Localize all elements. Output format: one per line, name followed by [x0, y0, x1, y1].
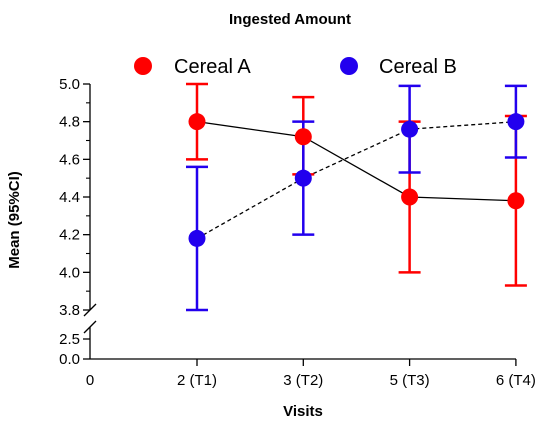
data-point: [507, 113, 525, 131]
legend-marker-cereal-b: [340, 57, 358, 75]
data-point: [188, 229, 206, 247]
y-axis-break-mark-bottom: [83, 320, 97, 334]
y-tick-label: 4.4: [59, 189, 80, 206]
x-origin-label: 0: [86, 372, 94, 389]
x-tick-label: 6 (T4): [496, 372, 536, 389]
y-tick-label: 4.6: [59, 151, 80, 168]
y-axis: [83, 84, 97, 359]
series-layer: [186, 82, 527, 312]
data-point: [188, 113, 206, 131]
x-tick-label: 3 (T2): [283, 372, 323, 389]
x-ticks: 2 (T1) 3 (T2) 5 (T3) 6 (T4): [177, 359, 536, 389]
series-line-1: [196, 121, 516, 239]
y-tick-label: 4.8: [59, 114, 80, 131]
y-tick-label: 2.5: [59, 331, 80, 348]
y-axis-title: Mean (95%CI): [6, 171, 23, 269]
x-tick-label: 2 (T1): [177, 372, 217, 389]
y-tick-label: 4.0: [59, 264, 80, 281]
y-ticks: 3.8 4.0 4.2 4.4 4.6 4.8 5.0 0.0 2.5: [59, 76, 90, 368]
data-point: [507, 192, 525, 210]
legend-label-cereal-b: Cereal B: [379, 56, 457, 78]
x-axis-title: Visits: [283, 403, 323, 420]
series-line-0: [196, 121, 516, 202]
data-point: [401, 120, 419, 138]
legend-label-cereal-a: Cereal A: [174, 56, 251, 78]
y-tick-label: 0.0: [59, 351, 80, 368]
y-tick-label: 3.8: [59, 302, 80, 319]
legend-marker-cereal-a: [134, 57, 152, 75]
y-tick-label: 5.0: [59, 76, 80, 93]
data-point: [401, 188, 419, 206]
error-bars: [186, 82, 527, 312]
legend: Cereal A Cereal B: [134, 56, 457, 78]
y-tick-label: 4.2: [59, 227, 80, 244]
data-points: [188, 113, 525, 247]
chart-title: Ingested Amount: [229, 11, 351, 28]
data-point: [294, 128, 312, 146]
series-lines: [196, 121, 516, 239]
data-point: [294, 169, 312, 187]
x-tick-label: 5 (T3): [390, 372, 430, 389]
